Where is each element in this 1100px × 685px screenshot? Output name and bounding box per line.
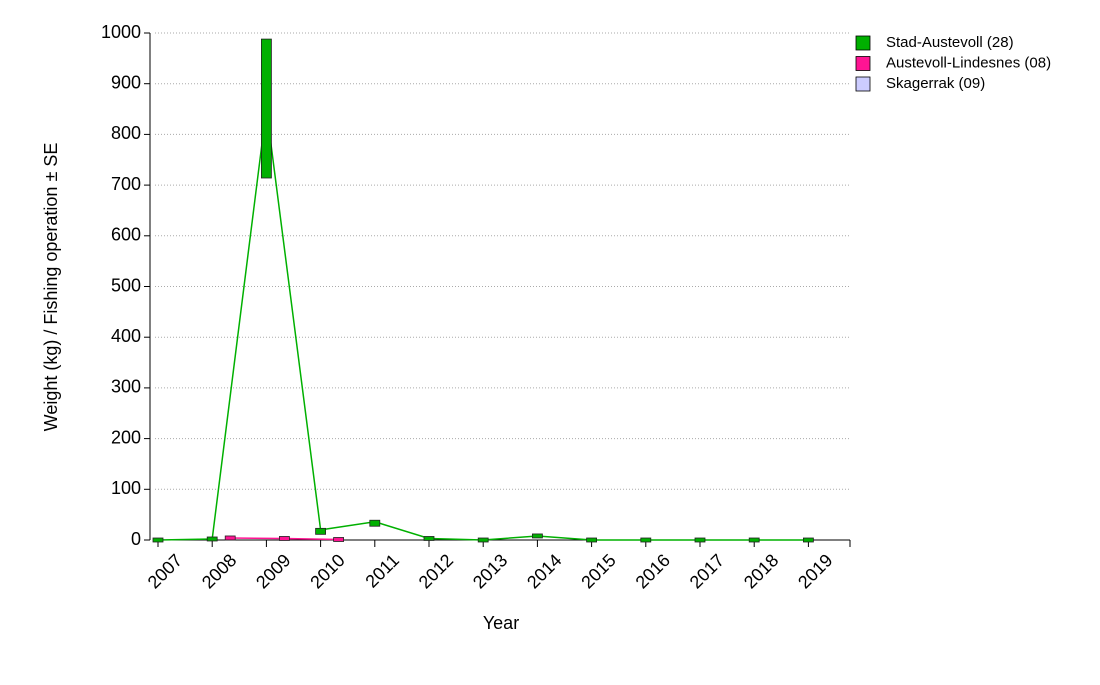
point bbox=[748, 537, 760, 543]
error-box bbox=[260, 38, 272, 179]
point bbox=[278, 536, 290, 541]
x-tick-label: 2018 bbox=[740, 550, 782, 592]
error-box bbox=[315, 527, 327, 535]
y-tick-label: 0 bbox=[131, 529, 141, 549]
legend-label: Stad-Austevoll (28) bbox=[886, 34, 1014, 51]
y-tick-label: 900 bbox=[111, 72, 141, 92]
x-tick-label: 2007 bbox=[144, 550, 186, 592]
point bbox=[640, 537, 652, 543]
point bbox=[224, 535, 236, 541]
point bbox=[333, 537, 345, 542]
y-tick-label: 100 bbox=[111, 478, 141, 498]
point bbox=[206, 536, 218, 542]
point bbox=[152, 537, 164, 543]
point bbox=[423, 536, 435, 541]
legend-label: Austevoll-Lindesnes (08) bbox=[886, 54, 1051, 71]
x-tick-label: 2013 bbox=[469, 550, 511, 592]
point bbox=[532, 533, 543, 539]
y-tick-label: 600 bbox=[111, 225, 141, 245]
point bbox=[694, 537, 706, 543]
x-axis-label: Year bbox=[483, 613, 519, 633]
y-tick-label: 1000 bbox=[101, 22, 141, 42]
x-tick-label: 2011 bbox=[361, 550, 403, 592]
y-tick-label: 500 bbox=[111, 275, 141, 295]
x-tick-label: 2016 bbox=[632, 550, 674, 592]
x-tick-label: 2015 bbox=[577, 550, 619, 592]
point bbox=[803, 537, 814, 543]
y-tick-label: 200 bbox=[111, 427, 141, 447]
point bbox=[477, 537, 489, 543]
series-line bbox=[157, 108, 809, 541]
x-tick-label: 2008 bbox=[198, 550, 240, 592]
x-tick-label: 2017 bbox=[686, 550, 728, 592]
x-tick-label: 2009 bbox=[252, 550, 294, 592]
x-tick-label: 2010 bbox=[306, 550, 348, 592]
point bbox=[586, 537, 597, 543]
legend-label: Skagerrak (09) bbox=[886, 75, 985, 92]
x-tick-label: 2014 bbox=[523, 550, 565, 592]
y-tick-label: 400 bbox=[111, 326, 141, 346]
x-tick-label: 2012 bbox=[415, 550, 457, 592]
legend-swatch bbox=[855, 56, 871, 71]
y-tick-label: 300 bbox=[111, 377, 141, 397]
legend-swatch bbox=[855, 35, 871, 51]
legend: Stad-Austevoll (28) Austevoll-Lindesnes (… bbox=[855, 34, 1051, 92]
y-tick-label: 800 bbox=[111, 123, 141, 143]
y-axis-label: Weight (kg) / Fishing operation ± SE bbox=[41, 143, 61, 432]
y-tick-label: 700 bbox=[111, 174, 141, 194]
error-box bbox=[369, 519, 381, 527]
legend-swatch bbox=[855, 76, 871, 92]
x-tick-label: 2019 bbox=[794, 550, 836, 592]
